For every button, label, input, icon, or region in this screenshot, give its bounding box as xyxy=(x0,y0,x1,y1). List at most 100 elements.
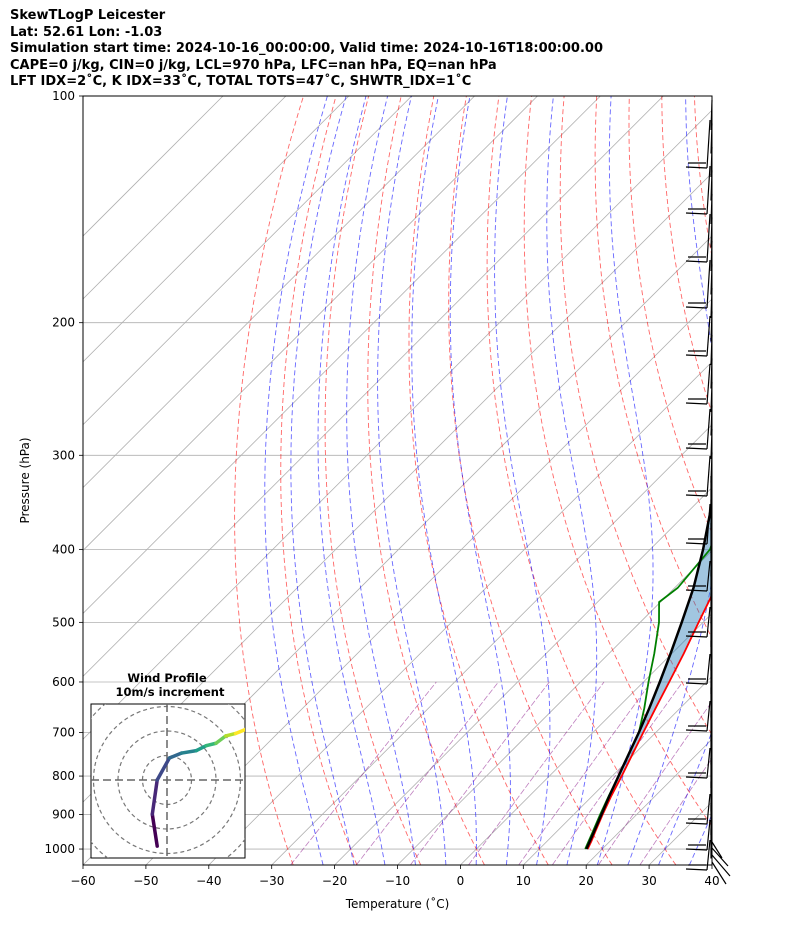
mixing-ratio-line xyxy=(518,681,652,865)
isotherm xyxy=(334,487,712,865)
moist-adiabat xyxy=(596,96,654,865)
plot-area xyxy=(83,96,794,865)
wind-barb xyxy=(710,240,713,272)
x-tick-label: −10 xyxy=(385,874,410,888)
x-tick-label: 0 xyxy=(457,874,465,888)
parcel-line xyxy=(585,486,712,850)
wind-barb xyxy=(706,747,711,779)
wind-barb-flag xyxy=(685,682,708,685)
wind-barb xyxy=(710,334,713,366)
y-tick-label: 300 xyxy=(52,448,75,462)
hodograph-segment xyxy=(155,756,172,782)
mixing-ratio-line xyxy=(639,757,712,865)
wind-barb xyxy=(706,503,711,545)
wind-barb xyxy=(710,287,713,319)
wind-barb xyxy=(710,146,713,178)
wind-barb-flag xyxy=(685,589,708,592)
dry-adiabat xyxy=(448,96,613,865)
isotherm xyxy=(648,801,712,865)
surface-wind-barbs xyxy=(711,841,731,885)
wind-barb-flag xyxy=(685,402,708,405)
dewpoint-line xyxy=(584,540,712,850)
dry-adiabat xyxy=(324,96,422,865)
hodograph-subtitle: 10m/s increment xyxy=(116,685,225,699)
dry-adiabat xyxy=(727,96,794,865)
wind-barb xyxy=(710,428,713,460)
wind-barb xyxy=(706,213,711,263)
isotherm xyxy=(83,96,224,237)
wind-barb xyxy=(710,99,713,131)
hodograph-segment xyxy=(179,748,199,755)
isotherm xyxy=(711,864,712,865)
x-tick-label: 10 xyxy=(516,874,531,888)
wind-barb-flag xyxy=(685,776,708,779)
y-tick-label: 700 xyxy=(52,725,75,739)
wind-barb xyxy=(706,259,711,309)
moist-adiabat xyxy=(627,96,712,865)
wind-barb xyxy=(706,315,711,357)
y-tick-label: 200 xyxy=(52,316,75,330)
dry-adiabat xyxy=(559,96,712,736)
wind-barb-flag xyxy=(685,166,708,169)
hodograph-segment xyxy=(194,743,208,753)
time-line: Simulation start time: 2024-10-16_00:00:… xyxy=(10,41,603,56)
wind-barb xyxy=(706,408,711,450)
isotherm xyxy=(397,549,712,865)
wind-barb xyxy=(710,123,713,154)
y-axis-label: Pressure (hPa) xyxy=(18,437,32,523)
moist-adiabat xyxy=(494,96,551,865)
wind-barb-flag xyxy=(685,868,708,871)
dry-adiabat xyxy=(760,96,794,865)
isotherm xyxy=(585,738,712,865)
isotherm xyxy=(83,96,664,677)
mixing-ratio-line xyxy=(290,681,437,865)
dry-adiabat xyxy=(523,96,712,828)
dry-adiabat xyxy=(594,96,712,640)
isotherm xyxy=(460,612,712,865)
x-tick-label: −50 xyxy=(133,874,158,888)
y-tick-label: 100 xyxy=(52,89,75,103)
wind-barb xyxy=(710,311,713,342)
y-tick-label: 1000 xyxy=(44,842,75,856)
isotherm xyxy=(83,96,287,300)
dry-adiabat xyxy=(408,96,549,865)
chart-header: SkewTLogP Leicester Lat: 52.61 Lon: -1.0… xyxy=(10,8,603,91)
x-tick-label: −30 xyxy=(259,874,284,888)
wind-barb xyxy=(706,839,711,871)
wind-barb-flag xyxy=(685,494,708,497)
stability-line: CAPE=0 j/kg, CIN=0 j/kg, LCL=970 hPa, LF… xyxy=(10,57,497,73)
hodograph-segment xyxy=(167,751,184,760)
x-tick-label: −40 xyxy=(196,874,221,888)
hodograph-segment xyxy=(258,719,270,724)
dry-adiabat xyxy=(661,96,712,415)
isotherm xyxy=(83,96,538,552)
y-tick-label: 900 xyxy=(52,808,75,822)
x-axis-label: Temperature (˚C) xyxy=(345,896,450,911)
wind-barb-flag xyxy=(685,635,708,638)
wind-barb xyxy=(706,560,711,592)
wind-barb xyxy=(710,193,713,225)
isotherm xyxy=(83,96,601,614)
hodograph-segment xyxy=(248,724,258,729)
dry-adiabat xyxy=(280,96,358,865)
y-tick-label: 600 xyxy=(52,675,75,689)
dry-adiabat xyxy=(234,96,304,865)
hodograph-frame xyxy=(90,703,246,859)
isotherm xyxy=(523,675,712,865)
hodograph-segment xyxy=(214,734,228,745)
wind-barb-flag xyxy=(685,447,708,450)
wind-barb xyxy=(706,793,711,825)
mixing-ratio-line xyxy=(551,681,683,865)
x-tick-label: 30 xyxy=(641,874,656,888)
hodograph-segment xyxy=(233,727,245,736)
wind-barb xyxy=(710,405,713,436)
isotherm xyxy=(83,109,712,740)
x-tick-label: −20 xyxy=(322,874,347,888)
x-tick-label: −60 xyxy=(70,874,95,888)
chart-title: SkewTLogP Leicester xyxy=(10,8,166,23)
wind-barb xyxy=(706,700,711,732)
isotherm xyxy=(145,298,712,865)
hodograph-title: Wind Profile xyxy=(127,671,207,685)
wind-barb xyxy=(710,170,713,201)
